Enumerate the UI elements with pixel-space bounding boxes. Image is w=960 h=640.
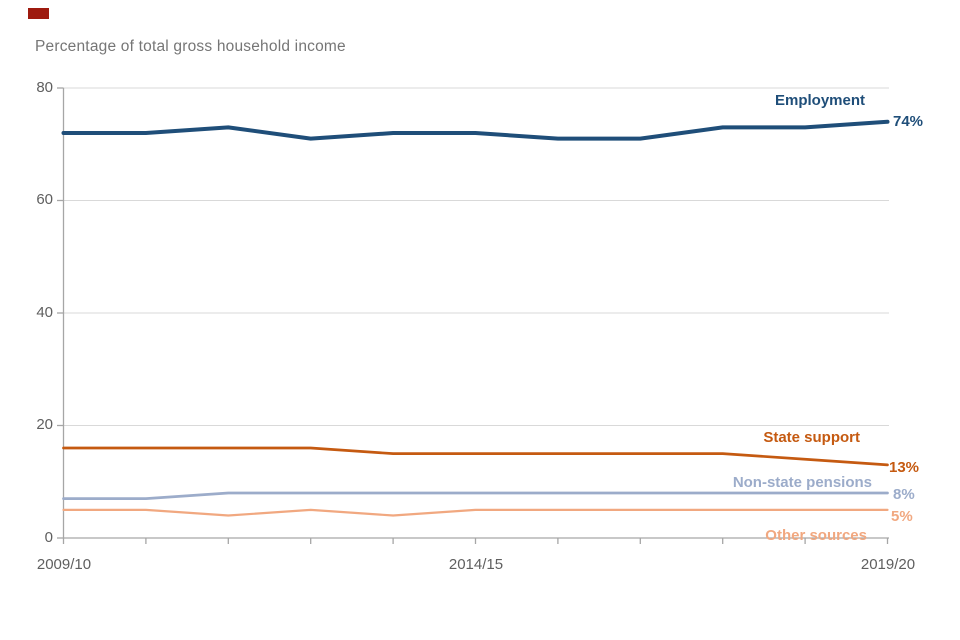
x-axis-tick-label: 2019/20 xyxy=(860,556,916,573)
red-dash-mark xyxy=(28,8,49,19)
y-axis-tick-label: 60 xyxy=(36,191,53,208)
chart-title: Percentage of total gross household inco… xyxy=(35,38,346,55)
series-line-employment xyxy=(61,119,890,141)
series-line-non-state-pensions xyxy=(62,491,889,500)
x-axis-tick-label: 2014/15 xyxy=(448,556,504,573)
series-value-label-state-support: 13% xyxy=(889,459,920,476)
series-value-label-employment: 74% xyxy=(893,113,924,130)
y-axis-tick-label: 40 xyxy=(36,304,53,321)
y-axis-tick-label: 20 xyxy=(36,416,53,433)
series-label-state-support: State support xyxy=(763,429,860,446)
series-line-other-sources xyxy=(62,508,889,517)
y-axis-tick-label: 80 xyxy=(36,79,53,96)
series-value-label-other-sources: 5% xyxy=(891,508,913,525)
x-axis-tick-label: 2009/10 xyxy=(36,556,92,573)
series-line-state-support xyxy=(62,446,889,467)
series-label-non-state-pensions: Non-state pensions xyxy=(732,474,872,491)
series-value-label-non-state-pensions: 8% xyxy=(893,486,915,503)
series-label-other-sources: Other sources xyxy=(765,527,867,544)
y-axis-tick-label: 0 xyxy=(44,529,53,546)
series-label-employment: Employment xyxy=(774,92,865,109)
